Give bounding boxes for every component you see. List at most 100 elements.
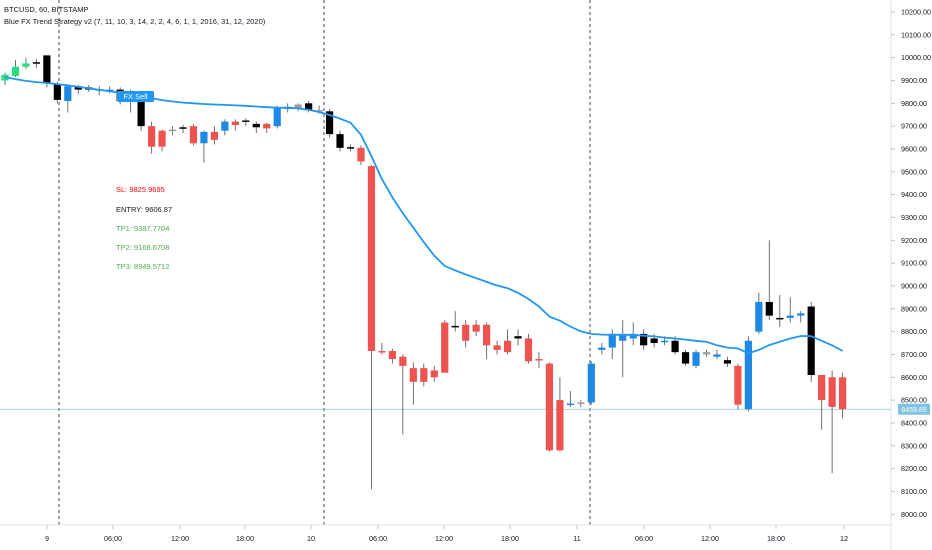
candle[interactable] <box>514 329 522 346</box>
candle[interactable] <box>577 400 585 407</box>
candle[interactable] <box>367 164 376 490</box>
candle[interactable] <box>535 352 543 369</box>
candle[interactable] <box>587 361 595 405</box>
x-tick-label: 10 <box>307 534 315 543</box>
candle[interactable] <box>179 125 187 133</box>
candle[interactable] <box>692 349 700 369</box>
y-tick-label: 9400.00 <box>901 190 927 199</box>
candle[interactable] <box>137 96 145 131</box>
candle[interactable] <box>681 349 690 366</box>
y-tick-label: 9700.00 <box>901 122 927 131</box>
candle-body <box>598 347 606 350</box>
y-tick-label: 8600.00 <box>901 373 927 382</box>
y-tick-label: 8200.00 <box>901 464 927 473</box>
candle[interactable] <box>399 354 407 435</box>
candle[interactable] <box>325 109 334 138</box>
x-axis[interactable]: 9 06:00 12:00 18:00 10 06:00 12:00 18:00 11 06:00… <box>0 524 891 543</box>
candle[interactable] <box>713 349 721 360</box>
candle[interactable] <box>839 372 847 419</box>
candle[interactable] <box>472 320 480 337</box>
candle[interactable] <box>200 130 208 163</box>
candle-body <box>839 377 847 410</box>
candle[interactable] <box>598 343 606 355</box>
y-tick-label: 9100.00 <box>901 259 927 268</box>
candle[interactable] <box>462 320 470 348</box>
candle-body <box>577 402 585 404</box>
stop-loss-label: SL: 9825.9695 <box>116 185 165 194</box>
candle-body <box>305 103 313 111</box>
candle-body <box>315 110 323 112</box>
y-tick-label: 9000.00 <box>901 281 927 290</box>
candle[interactable] <box>744 336 752 412</box>
candle[interactable] <box>189 123 198 146</box>
candle[interactable] <box>619 320 627 378</box>
candle[interactable] <box>32 58 41 68</box>
candle[interactable] <box>158 129 166 152</box>
candle-body <box>462 324 470 341</box>
candle[interactable] <box>483 322 491 360</box>
candle[interactable] <box>640 329 648 350</box>
candle[interactable] <box>242 118 250 127</box>
candle-body <box>263 123 271 129</box>
candle[interactable] <box>524 333 533 364</box>
candle[interactable] <box>503 329 512 355</box>
candle[interactable] <box>797 311 805 323</box>
candle-body <box>807 306 815 375</box>
candle[interactable] <box>723 356 732 368</box>
candle[interactable] <box>493 340 501 355</box>
candle[interactable] <box>273 105 281 129</box>
candle[interactable] <box>346 144 355 152</box>
candle[interactable] <box>221 119 229 136</box>
candle[interactable] <box>231 119 239 131</box>
candle[interactable] <box>734 363 742 410</box>
candle[interactable] <box>294 103 302 112</box>
candle[interactable] <box>1 72 9 86</box>
candle[interactable] <box>430 365 438 382</box>
candle[interactable] <box>441 320 449 373</box>
candle[interactable] <box>451 311 459 332</box>
candle[interactable] <box>807 301 815 382</box>
candle[interactable] <box>545 362 554 452</box>
take-profit-3-label: TP3: 8949.5712 <box>116 262 170 271</box>
candle[interactable] <box>702 349 711 357</box>
candle-body <box>168 129 177 132</box>
candle[interactable] <box>336 130 344 152</box>
candle-body <box>556 400 564 451</box>
x-tick-label: 12:00 <box>171 534 189 543</box>
y-tick-label: 8900.00 <box>901 304 927 313</box>
candle-body <box>483 324 491 346</box>
candle[interactable] <box>755 292 763 334</box>
x-tick-label: 11 <box>573 534 580 543</box>
candle[interactable] <box>776 295 784 328</box>
candle[interactable] <box>147 121 156 154</box>
candle[interactable] <box>786 297 794 323</box>
candles[interactable] <box>1 55 847 490</box>
candle[interactable] <box>22 57 30 70</box>
candle[interactable] <box>43 55 51 88</box>
candle[interactable] <box>168 126 177 136</box>
candle[interactable] <box>566 390 574 407</box>
y-axis[interactable]: 10200.00 10100.00 10000.00 9900.00 9800.00 97… <box>890 0 931 550</box>
x-tick-label: 12:00 <box>701 534 719 543</box>
candle[interactable] <box>210 126 218 145</box>
candle[interactable] <box>53 81 61 104</box>
candle[interactable] <box>252 121 260 133</box>
plot-area[interactable] <box>0 0 891 525</box>
candle[interactable] <box>556 377 564 452</box>
candle[interactable] <box>357 145 365 165</box>
candle[interactable] <box>409 362 417 405</box>
candle-body <box>765 301 773 316</box>
sell-signal-label: FX Sell <box>123 92 148 101</box>
candle[interactable] <box>420 363 428 387</box>
candle[interactable] <box>378 343 386 355</box>
candle[interactable] <box>11 59 20 78</box>
candle[interactable] <box>263 122 271 133</box>
candle[interactable] <box>388 348 396 364</box>
candle[interactable] <box>765 240 773 321</box>
candle[interactable] <box>828 370 836 474</box>
candle-body <box>661 340 669 343</box>
candle[interactable] <box>64 85 72 113</box>
candle[interactable] <box>608 329 616 360</box>
candle[interactable] <box>818 374 826 430</box>
